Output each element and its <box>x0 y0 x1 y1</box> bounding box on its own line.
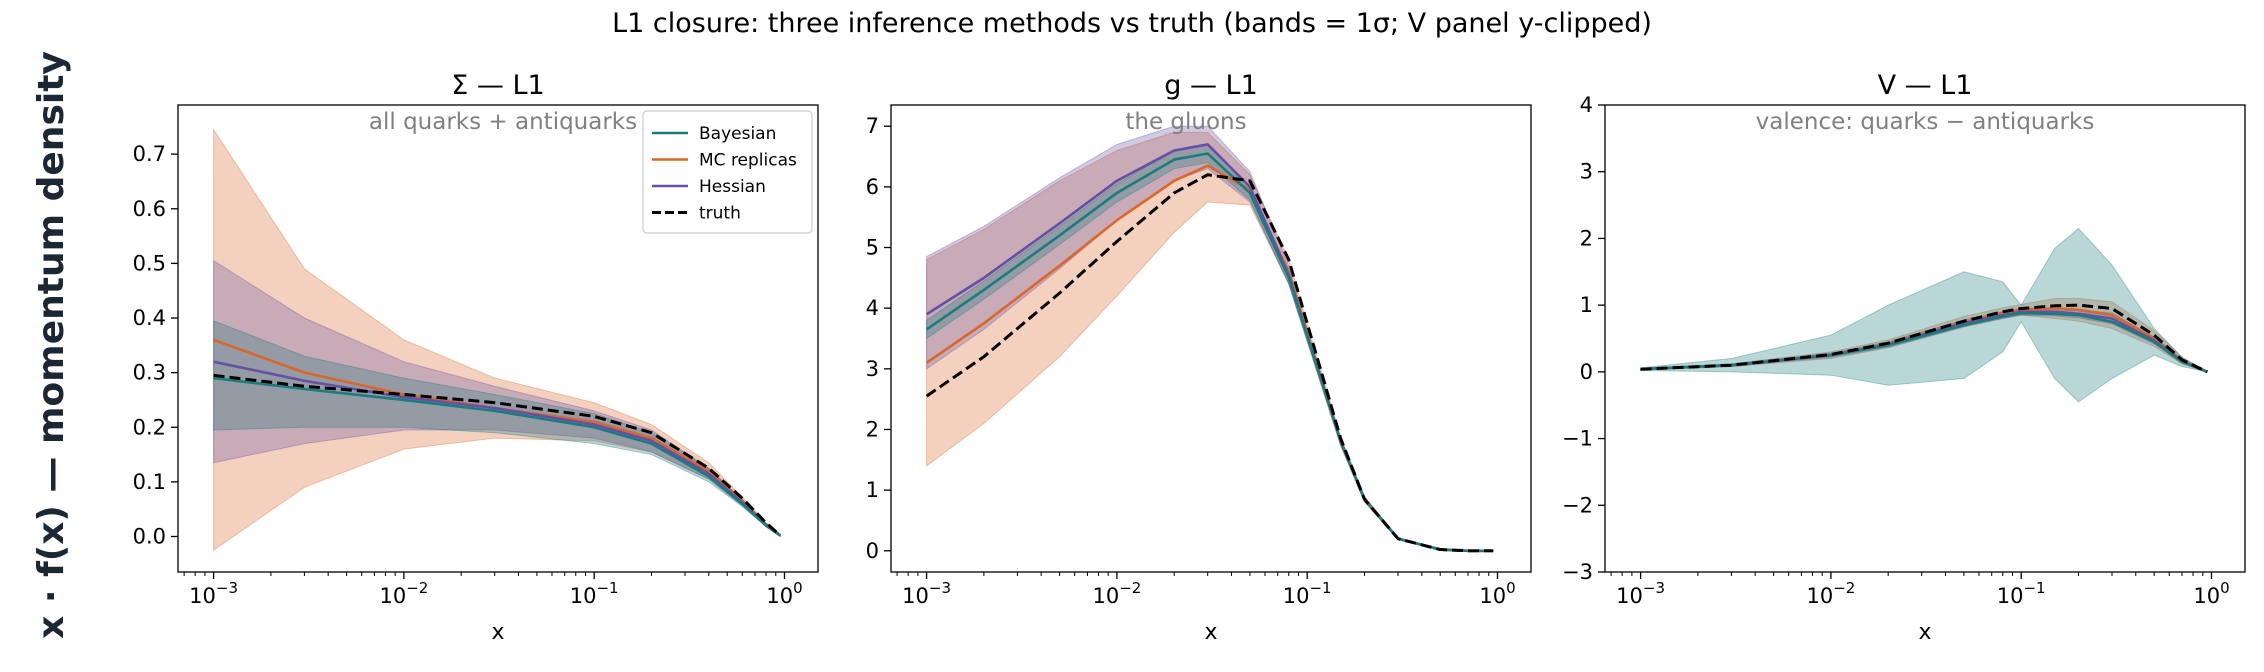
x-axis-label: x <box>491 620 504 645</box>
y-tick-label: 0.4 <box>133 306 166 330</box>
x-tick-base: 10 <box>1616 584 1643 608</box>
x-tick-label: 10−3 <box>189 579 238 608</box>
panel-subtitle: valence: quarks − antiquarks <box>1756 109 2095 135</box>
x-tick-label: 100 <box>2193 579 2229 608</box>
chart-panel-1: 0.00.10.20.30.40.50.60.710−3 10−2 10−1 100Σ… <box>133 70 819 645</box>
y-tick-label: 2 <box>1580 226 1593 250</box>
y-tick-label: 0 <box>1580 360 1593 384</box>
y-tick-label: 0.2 <box>133 415 166 439</box>
axes-frame <box>177 104 819 573</box>
y-tick-label: 3 <box>1580 160 1593 184</box>
y-tick-label: 1 <box>1580 293 1593 317</box>
panel-title: V — L1 <box>1878 70 1973 101</box>
x-tick-label: 10−3 <box>1616 579 1665 608</box>
y-tick-label: 1 <box>866 478 879 502</box>
x-tick-exponent: 0 <box>1506 579 1516 597</box>
x-tick-exponent: 0 <box>2220 579 2230 597</box>
x-axis-label: x <box>1204 620 1217 645</box>
plot-area <box>213 127 782 552</box>
y-tick-label: 7 <box>866 114 879 138</box>
x-tick-label: 100 <box>1479 579 1515 608</box>
axes-frame <box>890 104 1532 573</box>
y-tick-label: 0.3 <box>133 361 166 385</box>
y-tick-label: 6 <box>866 175 879 199</box>
y-tick-label: 4 <box>866 296 879 320</box>
x-tick-base: 10 <box>1479 584 1506 608</box>
panel-title: g — L1 <box>1164 70 1258 101</box>
x-tick-base: 10 <box>2193 584 2220 608</box>
x-tick-base: 10 <box>189 584 216 608</box>
x-tick-exponent: −2 <box>406 579 428 597</box>
legend-label-mc-replicas: MC replicas <box>699 151 797 171</box>
figure-suptitle: L1 closure: three inference methods vs t… <box>612 8 1652 39</box>
y-tick-label: 2 <box>866 417 879 441</box>
y-tick-label: −3 <box>1562 560 1593 584</box>
panels: 0.00.10.20.30.40.50.60.710−3 10−2 10−1 100Σ… <box>133 70 2246 645</box>
x-tick-exponent: −2 <box>1833 579 1855 597</box>
x-tick-label: 10−1 <box>570 579 619 608</box>
x-tick-label: 10−3 <box>902 579 951 608</box>
x-tick-exponent: −2 <box>1119 579 1141 597</box>
x-tick-exponent: −1 <box>596 579 618 597</box>
y-tick-label: 4 <box>1580 93 1593 117</box>
line-bayesian <box>1640 311 2208 374</box>
x-tick-base: 10 <box>379 584 406 608</box>
x-tick-label: 100 <box>766 579 802 608</box>
line-truth <box>925 173 1494 553</box>
panel-title: Σ — L1 <box>451 70 544 101</box>
x-tick-exponent: −3 <box>929 579 951 597</box>
x-tick-exponent: −1 <box>1309 579 1331 597</box>
panel-subtitle: all quarks + antiquarks <box>369 109 637 135</box>
y-tick-label: −2 <box>1562 493 1593 517</box>
y-tick-label: 0.0 <box>133 524 166 548</box>
legend-label-hessian: Hessian <box>699 177 766 197</box>
legend: Bayesian MC replicas Hessian truth <box>642 110 813 234</box>
x-tick-base: 10 <box>1806 584 1833 608</box>
x-tick-exponent: −3 <box>1643 579 1665 597</box>
y-tick-label: 0.5 <box>133 251 166 275</box>
x-tick-base: 10 <box>902 584 929 608</box>
x-tick-label: 10−1 <box>1283 579 1332 608</box>
legend-label-truth: truth <box>699 204 741 224</box>
band-bayesian <box>1640 227 2208 403</box>
legend-box <box>642 110 813 234</box>
plot-area <box>925 125 1494 553</box>
x-tick-exponent: −1 <box>2023 579 2045 597</box>
x-tick-label: 10−2 <box>379 579 428 608</box>
line-truth <box>1640 303 2208 374</box>
x-tick-label: 10−1 <box>1997 579 2046 608</box>
line-bayesian <box>213 376 781 537</box>
y-tick-label: 3 <box>866 357 879 381</box>
axes-frame <box>1604 104 2246 573</box>
y-tick-label: 0 <box>866 539 879 563</box>
band-hessian <box>213 259 781 538</box>
y-tick-label: 0.7 <box>133 142 166 166</box>
x-tick-base: 10 <box>1283 584 1310 608</box>
figure-ylabel: x · f(x) — momentum density <box>31 51 72 639</box>
x-axis-label: x <box>1918 620 1931 645</box>
y-tick-label: 5 <box>866 236 879 260</box>
x-tick-base: 10 <box>1092 584 1119 608</box>
x-tick-base: 10 <box>1997 584 2024 608</box>
band-mc-replicas <box>213 127 781 552</box>
x-tick-base: 10 <box>766 584 793 608</box>
band-bayesian <box>213 320 781 538</box>
panel-subtitle: the gluons <box>1125 109 1246 135</box>
x-tick-label: 10−2 <box>1806 579 1855 608</box>
y-tick-label: −1 <box>1562 427 1593 451</box>
x-tick-exponent: 0 <box>793 579 803 597</box>
x-tick-exponent: −3 <box>216 579 238 597</box>
band-mc-replicas <box>926 131 1494 552</box>
legend-label-bayesian: Bayesian <box>699 124 776 144</box>
y-tick-label: 0.1 <box>133 470 166 494</box>
y-tick-label: 0.6 <box>133 197 166 221</box>
x-tick-base: 10 <box>570 584 597 608</box>
x-tick-label: 10−2 <box>1092 579 1141 608</box>
plot-area <box>1640 227 2208 403</box>
